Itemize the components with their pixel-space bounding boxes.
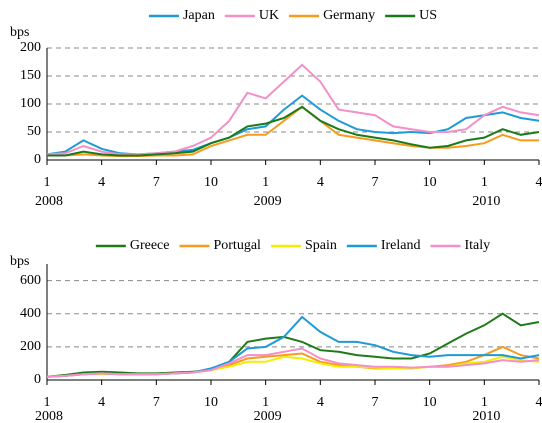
series-line (46, 63, 540, 156)
x-tick-label: 10 (423, 395, 437, 410)
y-tick-label: 200 (20, 339, 41, 354)
x-tick-label: 4 (98, 175, 105, 190)
x-tick-label: 4 (536, 395, 542, 410)
legend-label: US (419, 8, 437, 23)
y-tick-label: 400 (20, 306, 41, 321)
x-tick-label: 4 (536, 175, 542, 190)
year-label: 2010 (472, 194, 500, 209)
series-line (47, 105, 539, 158)
series-line (46, 312, 540, 378)
legend-label: Germany (323, 8, 375, 23)
y-tick-label: 50 (27, 124, 41, 139)
x-tick-label: 1 (481, 395, 488, 410)
series-line (46, 347, 540, 378)
y-tick-label: 0 (34, 372, 41, 387)
legend-label: Greece (130, 238, 170, 253)
x-tick-label: 1 (44, 395, 51, 410)
year-label: 2008 (35, 409, 63, 423)
year-label: 2008 (35, 194, 63, 209)
legend-label: Spain (305, 238, 337, 253)
x-tick-label: 1 (262, 175, 269, 190)
legend-label: UK (259, 8, 279, 23)
x-tick-label: 1 (262, 395, 269, 410)
legend-label: Ireland (381, 238, 421, 253)
x-tick-label: 1 (481, 175, 488, 190)
legend-label: Portugal (213, 238, 261, 253)
x-tick-label: 10 (204, 175, 218, 190)
y-tick-label: 100 (20, 96, 41, 111)
x-tick-label: 10 (423, 175, 437, 190)
legend-label: Japan (183, 8, 215, 23)
year-label: 2010 (472, 409, 500, 423)
year-label: 2009 (254, 409, 282, 423)
y-tick-label: 0 (34, 152, 41, 167)
x-tick-label: 7 (372, 175, 379, 190)
series-line (47, 105, 540, 157)
x-tick-label: 4 (317, 395, 324, 410)
x-tick-label: 7 (372, 395, 379, 410)
y-tick-label: 150 (20, 68, 41, 83)
y-tick-label: 200 (20, 40, 41, 55)
x-tick-label: 4 (317, 175, 324, 190)
y-axis-label: bps (10, 25, 29, 40)
y-axis-label: bps (10, 254, 29, 269)
x-tick-label: 1 (44, 175, 51, 190)
x-tick-label: 4 (98, 395, 105, 410)
legend-label: Italy (464, 238, 490, 253)
x-tick-label: 10 (204, 395, 218, 410)
x-tick-label: 7 (153, 395, 160, 410)
y-tick-label: 600 (20, 273, 41, 288)
x-tick-label: 7 (153, 175, 160, 190)
year-label: 2009 (254, 194, 282, 209)
